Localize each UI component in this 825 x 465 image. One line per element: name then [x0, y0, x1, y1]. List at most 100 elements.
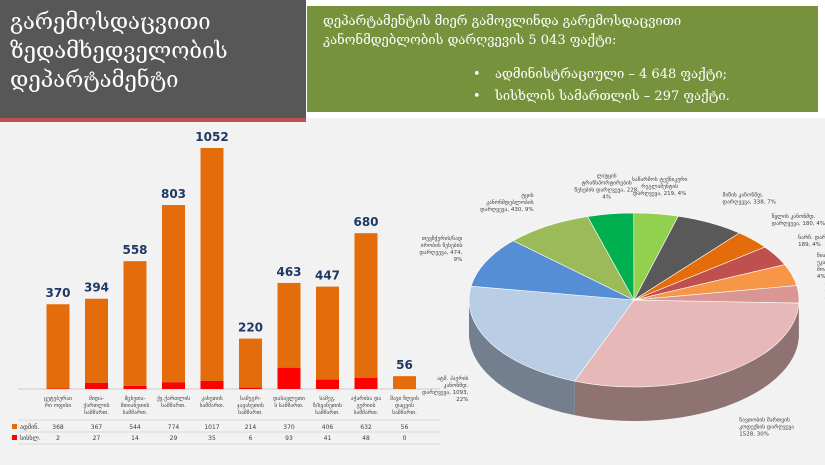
bar-category-label: სამმართ.: [200, 402, 225, 409]
pie-slice-label: 22%: [456, 397, 468, 403]
bar-criminal: [123, 385, 147, 389]
pie-slice-label: თევზჭერის/ნად: [422, 235, 463, 242]
pie-slice-label: 4%: [602, 195, 611, 201]
table-criminal-value: 48: [362, 435, 370, 442]
pie-slice-label: ტყის: [521, 192, 533, 199]
legend-swatch-criminal: [12, 435, 17, 440]
table-criminal-value: 2: [56, 435, 60, 442]
bar-category-label: ქვ.ქართლის: [157, 395, 190, 402]
summary-bullet: • სისხლის სამართლის – 297 ფაქტი.: [473, 89, 730, 104]
bar-admin: [277, 282, 301, 368]
summary-heading: დეპარტამენტის მიერ გამოვლინდა გარემოსდაც…: [323, 14, 682, 48]
bar-category-label: ს სამმართ.: [274, 402, 304, 409]
bullet-text: სისხლის სამართლის – 297 ფაქტი.: [495, 89, 730, 104]
table-criminal-value: 6: [249, 435, 253, 442]
table-criminal-value: 0: [403, 435, 407, 442]
page-title: გარემოსდაცვითი ზედამხედველობის დეპარტამე…: [10, 8, 300, 95]
bar-criminal: [162, 382, 185, 389]
bar-criminal: [239, 387, 262, 389]
bar-category-label: აჭარისა და: [351, 395, 382, 402]
pie-slice-label: მიწის კანონმდ.: [723, 191, 764, 198]
pie-slice-label: უკანონო: [817, 259, 825, 266]
title-panel: გარემოსდაცვითი ზედამხედველობის დეპარტამე…: [0, 0, 306, 118]
legend-swatch-admin: [12, 424, 17, 429]
bar-criminal: [200, 380, 224, 389]
bar-category-label: დასავლეთი: [273, 395, 305, 402]
bar-category-label: სამმართ.: [354, 409, 379, 416]
pie-slice-label: ირობის წესების: [421, 242, 463, 249]
pie-slice-side: [574, 303, 799, 421]
bar-admin: [239, 338, 262, 388]
pie-slice-label: 9%: [454, 257, 463, 263]
table-admin-value: 368: [52, 424, 64, 431]
table-admin-value: 544: [129, 424, 141, 431]
divider-band: [306, 118, 825, 122]
legend-label-criminal: სისხლ.: [20, 435, 41, 442]
legend-label-admin: ადმინ.: [20, 424, 39, 431]
table-admin-value: 367: [91, 424, 103, 431]
bar-category-label: დაცვის: [395, 402, 414, 409]
bar-category-label: ზ/სვანეთის: [313, 402, 342, 409]
pie-slice-side: [469, 300, 575, 416]
table-criminal-value: 14: [131, 435, 139, 442]
pie-slice-label: 1528, 30%: [739, 431, 769, 437]
summary-bullets: • ადმინისტრაციული – 4 648 ფაქტი; • სისხლის…: [473, 64, 730, 108]
bar-category-label: გურიის: [356, 402, 375, 409]
bullet-text: ადმინისტრაციული – 4 648 ფაქტი;: [495, 67, 727, 82]
bar-admin: [200, 148, 224, 381]
pie-slice-label: დარღვევა, 474,: [419, 249, 462, 256]
table-admin-value: 774: [168, 424, 180, 431]
bar-category-label: ცეტებურაი: [44, 395, 72, 402]
bar-category-label: სამეგ.: [319, 395, 336, 402]
bar-admin: [162, 205, 185, 383]
bar-category-label: სამეგრ-: [240, 395, 261, 402]
table-admin-value: 56: [401, 424, 409, 431]
bar-category-label: კახეთის: [201, 395, 223, 402]
pie-slice-label: დარღვევა, 219, 4%: [633, 190, 686, 197]
pie-slice-label: 4%: [817, 274, 825, 280]
table-criminal-value: 27: [93, 435, 101, 442]
pie-slice: [633, 285, 800, 304]
bar-value-label: 680: [353, 215, 378, 229]
pie-slice-label: კანონმდებლობის: [486, 199, 534, 206]
pie-slice-label: 189, 4%: [798, 242, 821, 248]
pie-slice-label: წიაღის: [817, 252, 825, 259]
pie-slice: [468, 285, 635, 382]
bar-category-label: ჯავახეთის: [237, 402, 264, 409]
bar-value-label: 394: [84, 281, 109, 295]
table-criminal-value: 41: [324, 435, 332, 442]
bar-criminal: [316, 379, 339, 389]
bar-value-label: 463: [276, 265, 301, 279]
pie-slice-label: ნავთობის მართვის: [739, 416, 790, 423]
bar-value-label: 803: [161, 187, 186, 201]
pie-slice-label: დარღვევა, 180, 4%: [772, 220, 825, 227]
pie-slice: [470, 240, 635, 301]
pie-slice-label: ტრანსპორტირების: [582, 180, 632, 187]
bar-value-label: 558: [122, 243, 147, 257]
bar-criminal: [277, 367, 301, 389]
pie-slice-label: წყლის კანონმდ.: [772, 213, 816, 220]
bar-value-label: 370: [45, 286, 70, 300]
bar-category-label: შავი ზღვის: [390, 395, 419, 402]
title-line: გარემოსდაცვითი: [10, 10, 211, 35]
bar-value-label: 56: [396, 358, 413, 372]
table-admin-value: 406: [322, 424, 334, 431]
bar-value-label: 1052: [195, 130, 228, 144]
pie-slice-label: ლ/ტყის: [597, 173, 617, 180]
bar-criminal: [85, 382, 108, 389]
table-admin-value: 632: [360, 424, 372, 431]
pie-slice-label: საწარმოს ტექნიკური: [632, 176, 687, 183]
bar-category-label: სამმართ.: [123, 409, 148, 416]
pie-slice-label: მოპოვება, 202,: [817, 266, 825, 273]
pie-slice: [574, 299, 800, 388]
pie-slice-label: კოდექსის დარღვევა: [739, 423, 794, 430]
pie-slice-label: კანონმდ.: [444, 382, 469, 389]
bar-admin: [393, 376, 416, 389]
bar-value-label: 220: [238, 321, 263, 335]
bar-admin: [354, 233, 378, 379]
bar-category-label: რი ოფისი: [45, 402, 72, 409]
table-criminal-value: 35: [208, 435, 216, 442]
table-criminal-value: 93: [285, 435, 293, 442]
